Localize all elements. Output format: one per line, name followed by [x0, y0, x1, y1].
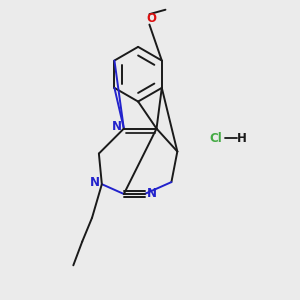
Text: H: H: [237, 132, 247, 145]
Text: N: N: [147, 188, 157, 200]
Text: N: N: [89, 176, 99, 190]
Text: Cl: Cl: [209, 132, 222, 145]
Text: O: O: [147, 12, 157, 25]
Text: N: N: [112, 120, 122, 133]
